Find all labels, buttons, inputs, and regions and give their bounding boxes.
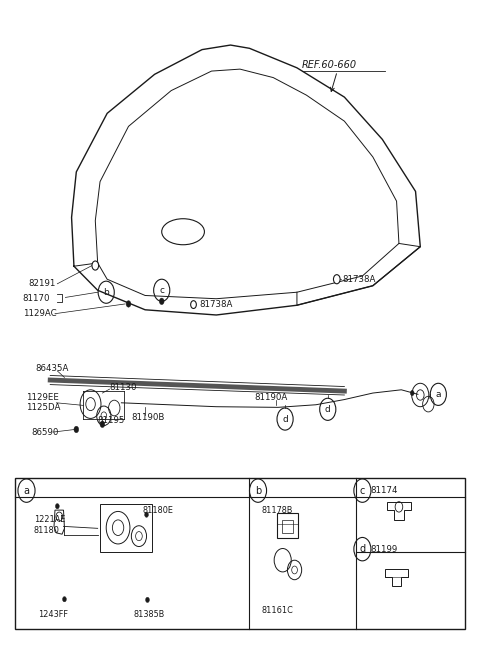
Circle shape xyxy=(56,504,59,509)
Circle shape xyxy=(74,426,79,433)
Circle shape xyxy=(410,390,414,396)
Text: a: a xyxy=(24,485,29,496)
Text: 81190B: 81190B xyxy=(131,413,164,422)
Text: 1129EE: 1129EE xyxy=(25,393,59,402)
Circle shape xyxy=(145,597,149,602)
Circle shape xyxy=(144,512,148,518)
Bar xyxy=(100,504,152,552)
Circle shape xyxy=(159,298,164,304)
Text: 81170: 81170 xyxy=(23,294,50,302)
Text: 86590: 86590 xyxy=(31,428,59,437)
Text: d: d xyxy=(282,415,288,424)
Text: 81385B: 81385B xyxy=(133,609,165,619)
Text: d: d xyxy=(325,405,331,414)
Text: 1129AC: 1129AC xyxy=(23,309,56,318)
Text: 81180: 81180 xyxy=(34,526,60,535)
Text: 81199: 81199 xyxy=(371,544,398,554)
Text: 81190A: 81190A xyxy=(254,393,288,402)
Text: 82191: 82191 xyxy=(29,279,56,288)
Text: 81130: 81130 xyxy=(109,383,137,392)
Bar xyxy=(14,478,466,628)
Text: 81174: 81174 xyxy=(371,486,398,495)
Circle shape xyxy=(100,421,105,428)
Bar xyxy=(277,514,298,538)
Text: 86435A: 86435A xyxy=(35,364,69,373)
Text: 1125DA: 1125DA xyxy=(25,403,60,412)
Text: 81738A: 81738A xyxy=(342,275,375,283)
Circle shape xyxy=(92,261,98,270)
Text: 81180E: 81180E xyxy=(143,506,174,514)
Text: c: c xyxy=(360,485,365,496)
Text: 81195: 81195 xyxy=(97,416,125,425)
Circle shape xyxy=(191,300,196,308)
Text: 81738A: 81738A xyxy=(200,300,233,309)
Text: 81161C: 81161C xyxy=(261,606,293,615)
Text: 1221AE: 1221AE xyxy=(34,516,65,524)
Text: a: a xyxy=(435,390,441,399)
Text: b: b xyxy=(103,288,109,297)
Text: 1243FF: 1243FF xyxy=(38,609,68,619)
Circle shape xyxy=(126,300,131,307)
Text: 81178B: 81178B xyxy=(261,506,293,514)
Text: d: d xyxy=(360,544,365,554)
Bar xyxy=(282,520,293,533)
Text: REF.60-660: REF.60-660 xyxy=(301,60,357,70)
Circle shape xyxy=(62,597,66,602)
Circle shape xyxy=(334,275,340,284)
Text: b: b xyxy=(255,485,261,496)
Text: c: c xyxy=(159,286,164,295)
